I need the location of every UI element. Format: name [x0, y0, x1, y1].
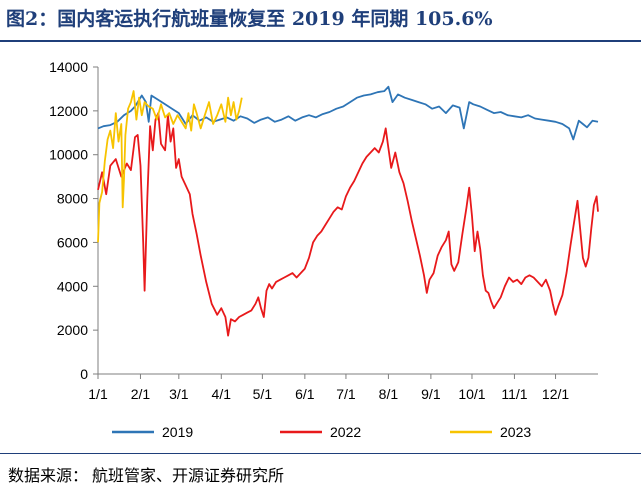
figure-title: 图2：国内客运执行航班量恢复至 2019 年同期 105.6%	[6, 8, 493, 30]
series-line-2023	[97, 90, 243, 243]
x-tick-label: 11/1	[501, 386, 527, 402]
y-tick-label: 14000	[49, 59, 88, 75]
y-axis: 0 2000 4000 6000 8000 10000 12000 14000	[49, 59, 99, 382]
legend-label-2023: 2023	[500, 424, 531, 440]
source-label: 数据来源：	[8, 466, 89, 485]
source-divider	[0, 453, 641, 454]
x-tick-label: 7/1	[336, 386, 356, 402]
x-tick-label: 3/1	[169, 386, 189, 402]
series-line-2019	[97, 85, 599, 141]
x-tick-label: 1/1	[88, 386, 108, 402]
series-line-2022	[97, 112, 599, 337]
source-note: 数据来源： 航班管家、开源证券研究所	[8, 462, 284, 486]
y-tick-label: 8000	[57, 191, 88, 207]
x-tick-label: 8/1	[379, 386, 399, 402]
source-text: 航班管家、开源证券研究所	[92, 466, 285, 485]
y-tick-label: 10000	[49, 147, 88, 163]
y-tick-label: 0	[80, 366, 88, 382]
x-tick-label: 2/1	[131, 386, 151, 402]
y-tick-label: 4000	[57, 278, 88, 294]
x-tick-label: 9/1	[421, 386, 441, 402]
x-tick-label: 4/1	[212, 386, 232, 402]
legend-label-2019: 2019	[162, 424, 193, 440]
y-tick-label: 12000	[49, 103, 88, 119]
series-layer	[97, 85, 599, 337]
legend: 2019 2022 2023	[112, 424, 531, 440]
title-divider	[0, 40, 641, 42]
x-tick-label: 12/1	[542, 386, 569, 402]
x-tick-label: 10/1	[458, 386, 485, 402]
legend-label-2022: 2022	[330, 424, 361, 440]
y-tick-label: 2000	[57, 322, 88, 338]
x-tick-label: 6/1	[295, 386, 315, 402]
y-tick-label: 6000	[57, 234, 88, 250]
x-tick-label: 5/1	[253, 386, 273, 402]
x-axis: 1/1 2/1 3/1 4/1 5/1 6/1 7/1 8/1 9/1 10/1 11/1 12/1	[88, 373, 598, 402]
